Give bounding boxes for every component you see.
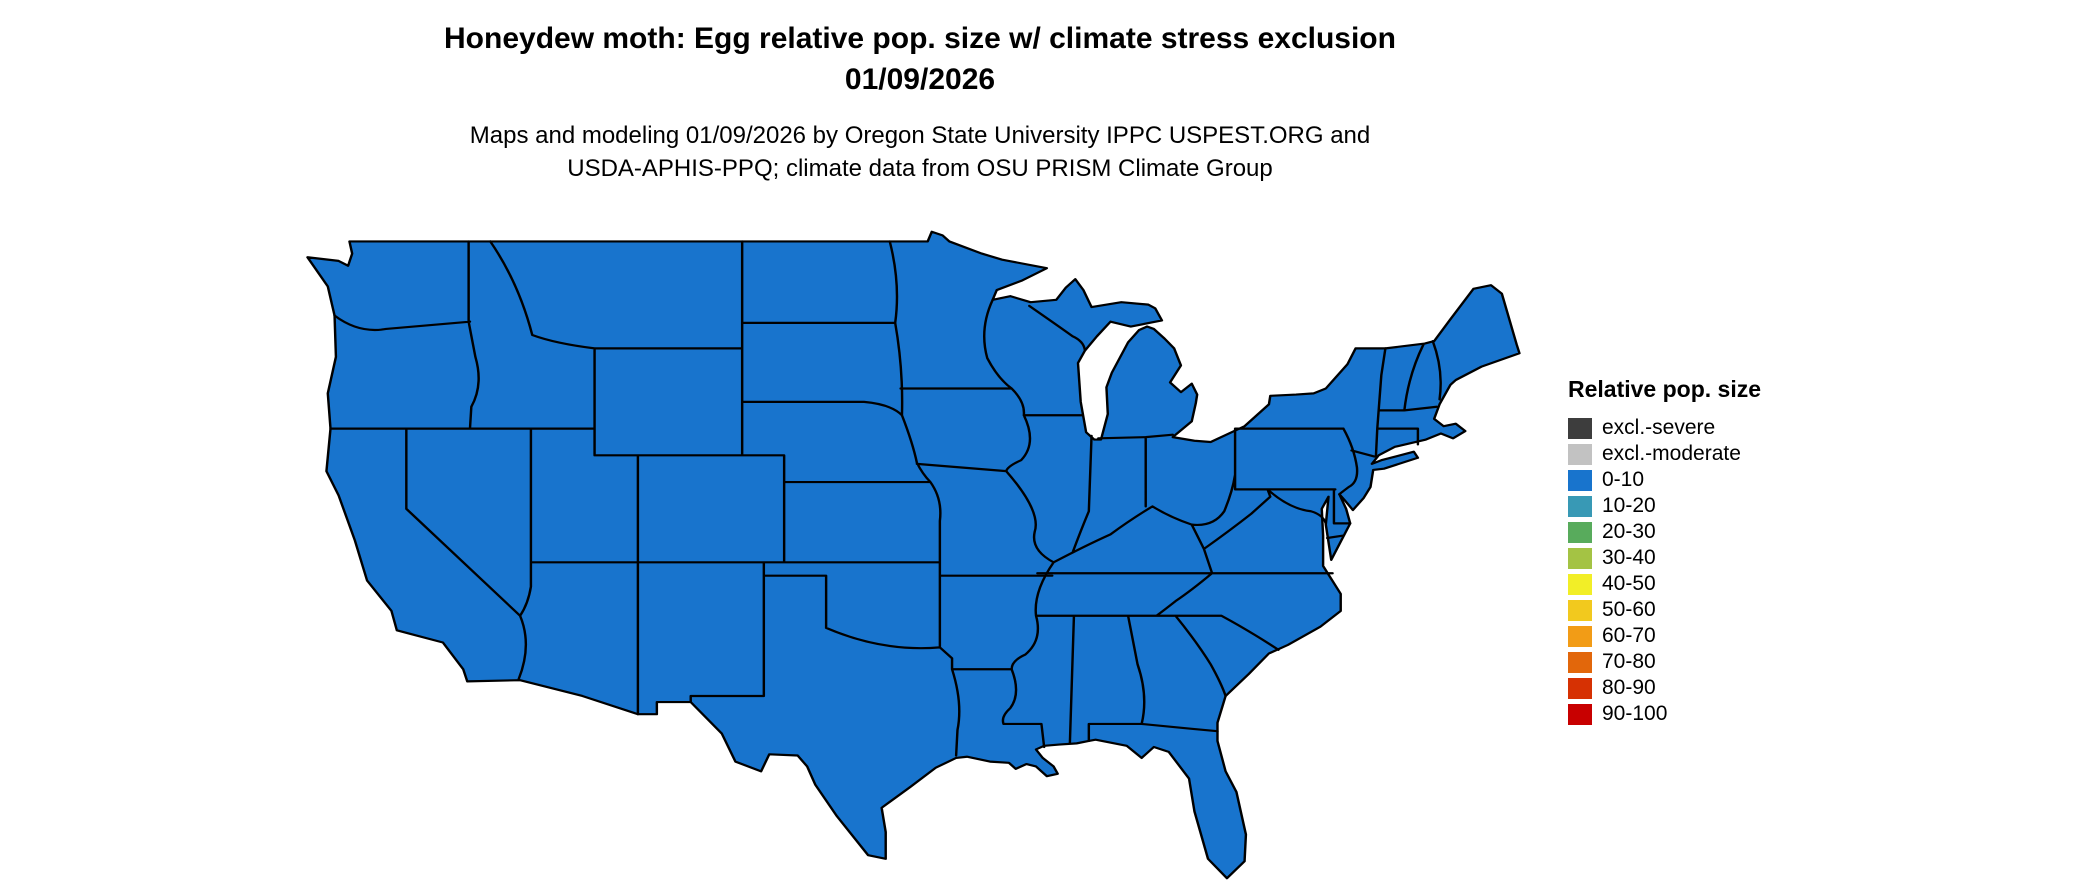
legend-item: 10-20 xyxy=(1568,493,1898,519)
legend-swatch xyxy=(1568,703,1592,725)
legend: Relative pop. size excl.-severe excl.-mod… xyxy=(1568,376,1898,727)
legend-swatch xyxy=(1568,469,1592,491)
legend-label: 0-10 xyxy=(1602,468,1645,491)
legend-label: 90-100 xyxy=(1602,702,1668,725)
legend-swatch xyxy=(1568,573,1592,595)
state-borders xyxy=(329,240,1442,757)
legend-swatch xyxy=(1568,443,1592,465)
legend-label: 10-20 xyxy=(1602,494,1656,517)
legend-swatch xyxy=(1568,521,1592,543)
us-map xyxy=(298,222,1533,888)
legend-item: 40-50 xyxy=(1568,571,1898,597)
us-map-svg xyxy=(306,230,1521,880)
legend-title: Relative pop. size xyxy=(1568,376,1762,402)
subtitle-line1: Maps and modeling 01/09/2026 by Oregon S… xyxy=(469,121,1371,149)
legend-item: 70-80 xyxy=(1568,649,1898,675)
legend-item: 30-40 xyxy=(1568,545,1898,571)
legend-label: 50-60 xyxy=(1602,598,1656,621)
legend-item: 60-70 xyxy=(1568,623,1898,649)
legend-swatch xyxy=(1568,651,1592,673)
legend-label: 20-30 xyxy=(1602,520,1656,543)
legend-label: 60-70 xyxy=(1602,624,1656,647)
legend-item: 80-90 xyxy=(1568,675,1898,701)
legend-label: excl.-moderate xyxy=(1602,442,1741,465)
legend-label: excl.-severe xyxy=(1602,416,1716,439)
legend-swatch xyxy=(1568,547,1592,569)
legend-swatch xyxy=(1568,417,1592,439)
legend-label: 30-40 xyxy=(1602,546,1656,569)
subtitle: Maps and modeling 01/09/2026 by Oregon S… xyxy=(0,119,1840,186)
legend-swatch xyxy=(1568,677,1592,699)
legend-label: 80-90 xyxy=(1602,676,1656,699)
legend-item: 90-100 xyxy=(1568,701,1898,727)
page-title-line1: Honeydew moth: Egg relative pop. size w/… xyxy=(444,22,1396,55)
legend-item: excl.-moderate xyxy=(1568,441,1898,467)
subtitle-line2: USDA-APHIS-PPQ; climate data from OSU PR… xyxy=(567,155,1273,183)
legend-label: 40-50 xyxy=(1602,572,1656,595)
legend-item: 20-30 xyxy=(1568,519,1898,545)
header: Honeydew moth: Egg relative pop. size w/… xyxy=(0,18,1840,186)
legend-swatch xyxy=(1568,599,1592,621)
page-title-date: 01/09/2026 xyxy=(844,63,996,97)
legend-item: 50-60 xyxy=(1568,597,1898,623)
legend-item: excl.-severe xyxy=(1568,415,1898,441)
legend-swatch xyxy=(1568,495,1592,517)
legend-label: 70-80 xyxy=(1602,650,1656,673)
legend-swatch xyxy=(1568,625,1592,647)
legend-item: 0-10 xyxy=(1568,467,1898,493)
legend-items: excl.-severe excl.-moderate 0-10 10-20 20-30… xyxy=(1568,415,1898,727)
us-landmass xyxy=(306,230,1521,880)
